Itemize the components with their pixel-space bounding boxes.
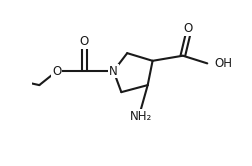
- Text: O: O: [52, 65, 61, 78]
- Text: N: N: [109, 65, 118, 78]
- Text: OH: OH: [215, 57, 233, 70]
- Text: O: O: [80, 35, 89, 48]
- Text: O: O: [183, 22, 192, 35]
- Text: NH₂: NH₂: [130, 110, 152, 123]
